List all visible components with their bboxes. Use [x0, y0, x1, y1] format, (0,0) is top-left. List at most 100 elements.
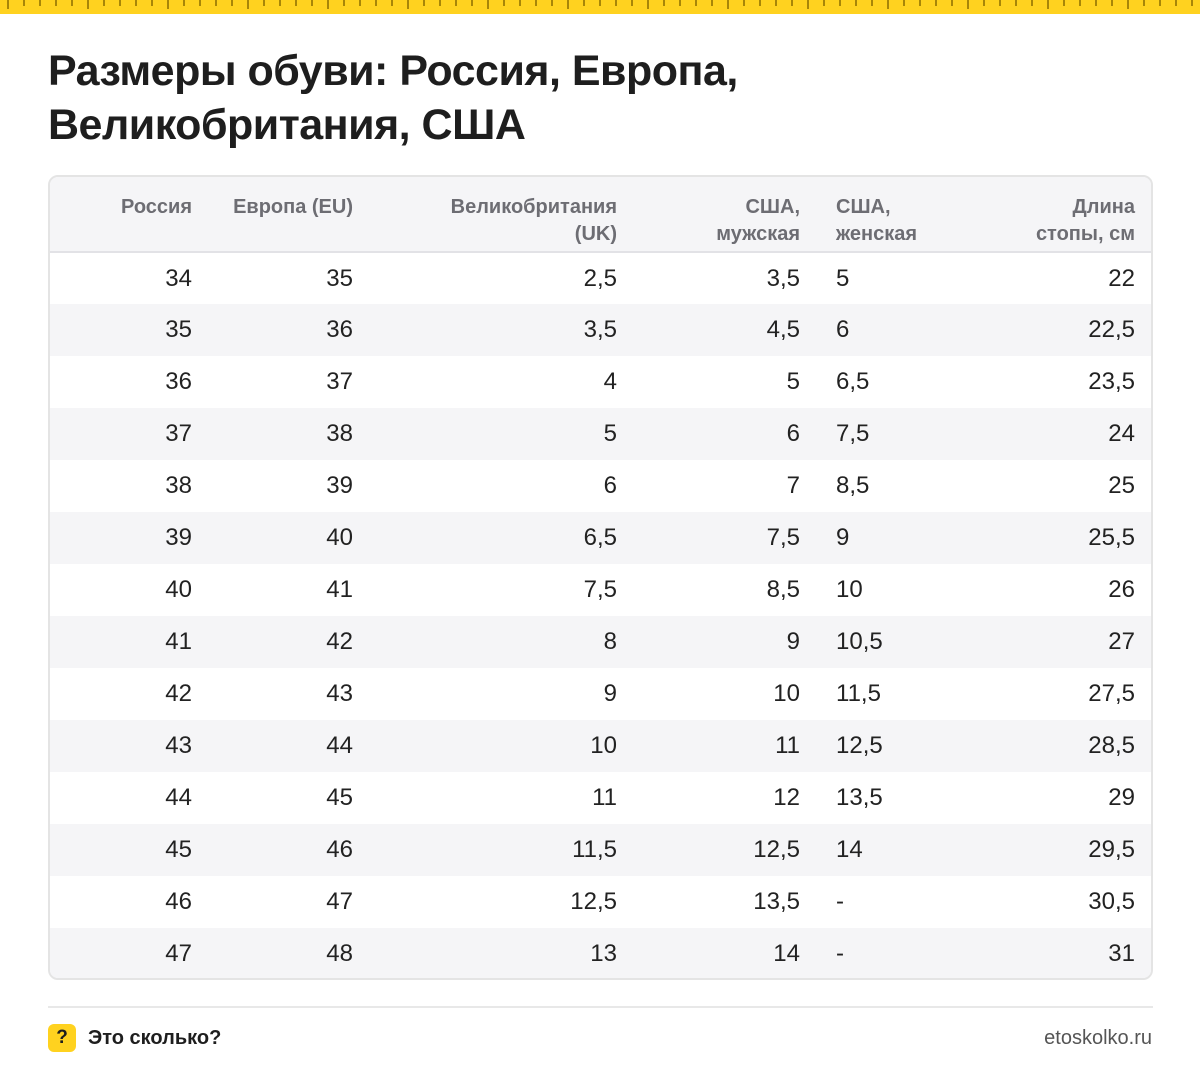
cell-foot-length: 28,5 — [1088, 732, 1135, 759]
header-line: США, — [836, 196, 891, 218]
footer-logo: ? Это сколько? — [48, 1024, 221, 1052]
cell-russia: 37 — [165, 420, 192, 447]
site-url: etoskolko.ru — [1044, 1027, 1152, 1049]
table-row: 41 42 8 9 10,5 27 — [50, 616, 1151, 668]
cell-usa-women: 9 — [836, 524, 850, 551]
table-header-row: Россия Европа (EU) Великобритания (UK) С… — [50, 177, 1151, 253]
cell-usa-men: 11 — [775, 732, 800, 759]
cell-uk: 5 — [603, 420, 617, 447]
cell-foot-length: 27,5 — [1088, 680, 1135, 707]
cell-russia: 39 — [165, 524, 192, 551]
header-uk: Великобритания (UK) — [371, 177, 635, 253]
cell-russia: 34 — [165, 264, 192, 292]
question-badge-icon: ? — [48, 1024, 76, 1052]
header-usa-men: США, мужская — [635, 177, 818, 253]
header-line: США, — [745, 196, 800, 218]
cell-usa-men: 4,5 — [766, 316, 800, 343]
cell-europe: 40 — [326, 524, 353, 551]
cell-foot-length: 26 — [1108, 576, 1135, 603]
table-row: 38 39 6 7 8,5 25 — [50, 460, 1151, 512]
table-row: 43 44 10 11 12,5 28,5 — [50, 720, 1151, 772]
header-line: (UK) — [574, 223, 617, 245]
cell-usa-men: 7,5 — [766, 524, 800, 551]
header-line: стопы, см — [1035, 223, 1135, 245]
table-row: 39 40 6,5 7,5 9 25,5 — [50, 512, 1151, 564]
cell-usa-women: 13,5 — [836, 784, 883, 811]
table-row: 45 46 11,5 12,5 14 29,5 — [50, 824, 1151, 876]
header-usa-women: США, женская — [818, 177, 985, 253]
cell-foot-length: 27 — [1108, 628, 1135, 655]
cell-usa-men: 13,5 — [753, 888, 800, 915]
cell-russia: 43 — [165, 732, 192, 759]
cell-usa-women: 10 — [836, 576, 863, 603]
cell-russia: 35 — [165, 316, 192, 343]
cell-europe: 38 — [326, 420, 353, 447]
cell-europe: 36 — [326, 316, 353, 343]
header-line: Европа (EU) — [233, 196, 353, 218]
cell-usa-women: 12,5 — [836, 732, 883, 759]
header-line: мужская — [716, 223, 800, 245]
header-line: Россия — [120, 196, 192, 218]
cell-europe: 48 — [326, 940, 353, 967]
page-title: Размеры обуви: Россия, Европа, Великобри… — [48, 47, 738, 149]
cell-russia: 47 — [165, 940, 192, 967]
cell-usa-men: 5 — [786, 368, 800, 395]
cell-usa-women: 11,5 — [836, 680, 881, 707]
cell-uk: 7,5 — [583, 576, 617, 603]
cell-usa-men: 10 — [773, 680, 800, 707]
cell-usa-women: 6,5 — [836, 368, 870, 395]
cell-usa-men: 8,5 — [766, 576, 800, 603]
ruler-strip — [0, 0, 1200, 14]
table-row: 34 35 2,5 3,5 5 22 — [50, 252, 1151, 304]
cell-usa-women: 7,5 — [836, 420, 870, 447]
cell-usa-women: 5 — [836, 264, 850, 292]
cell-usa-women: 14 — [836, 836, 863, 863]
cell-russia: 38 — [165, 472, 192, 499]
table-body: 34 35 2,5 3,5 5 22 35 36 3,5 4,5 6 22,5 36 37 4 5 6,5 23,… — [50, 252, 1151, 978]
cell-foot-length: 22 — [1108, 264, 1135, 292]
cell-russia: 46 — [165, 888, 192, 915]
table-row: 35 36 3,5 4,5 6 22,5 — [50, 304, 1151, 356]
cell-europe: 42 — [326, 628, 353, 655]
cell-europe: 43 — [326, 680, 353, 707]
cell-europe: 41 — [326, 576, 353, 603]
cell-russia: 42 — [165, 680, 192, 707]
cell-uk: 8 — [603, 628, 617, 655]
cell-russia: 36 — [165, 368, 192, 395]
table-row: 44 45 11 12 13,5 29 — [50, 772, 1151, 824]
cell-foot-length: 22,5 — [1088, 316, 1135, 343]
cell-uk: 11 — [592, 784, 617, 811]
cell-foot-length: 25,5 — [1088, 524, 1135, 551]
cell-usa-men: 12,5 — [753, 836, 800, 863]
cell-europe: 46 — [326, 836, 353, 863]
size-table: Россия Европа (EU) Великобритания (UK) С… — [48, 175, 1153, 980]
cell-europe: 44 — [326, 732, 353, 759]
cell-foot-length: 29 — [1108, 784, 1135, 811]
table-row: 46 47 12,5 13,5 - 30,5 — [50, 876, 1151, 928]
table-row: 40 41 7,5 8,5 10 26 — [50, 564, 1151, 616]
header-line: Длина — [1072, 196, 1135, 218]
ruler-ticks — [7, 0, 1193, 9]
cell-europe: 35 — [326, 264, 353, 292]
cell-russia: 45 — [165, 836, 192, 863]
cell-foot-length: 23,5 — [1088, 368, 1135, 395]
cell-russia: 44 — [165, 784, 192, 811]
table-row: 36 37 4 5 6,5 23,5 — [50, 356, 1151, 408]
cell-usa-men: 9 — [786, 628, 800, 655]
cell-usa-men: 14 — [773, 940, 800, 967]
header-line: женская — [836, 223, 918, 245]
cell-uk: 12,5 — [570, 888, 617, 915]
cell-usa-women: 10,5 — [836, 628, 883, 655]
cell-usa-women: 8,5 — [836, 472, 870, 499]
cell-usa-men: 12 — [773, 784, 800, 811]
cell-europe: 37 — [326, 368, 353, 395]
cell-uk: 13 — [590, 940, 617, 967]
header-russia: Россия — [50, 177, 210, 253]
footer-divider — [48, 1006, 1153, 1008]
cell-usa-men: 6 — [786, 420, 800, 447]
cell-russia: 41 — [165, 628, 192, 655]
brand-name: Это сколько? — [88, 1026, 222, 1049]
cell-usa-women: 6 — [836, 316, 850, 343]
cell-usa-men: 7 — [786, 472, 800, 499]
table-row: 42 43 9 10 11,5 27,5 — [50, 668, 1151, 720]
